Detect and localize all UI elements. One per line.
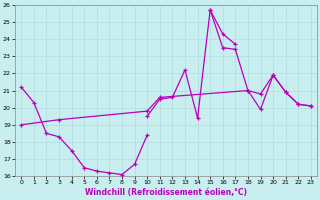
X-axis label: Windchill (Refroidissement éolien,°C): Windchill (Refroidissement éolien,°C) — [85, 188, 247, 197]
